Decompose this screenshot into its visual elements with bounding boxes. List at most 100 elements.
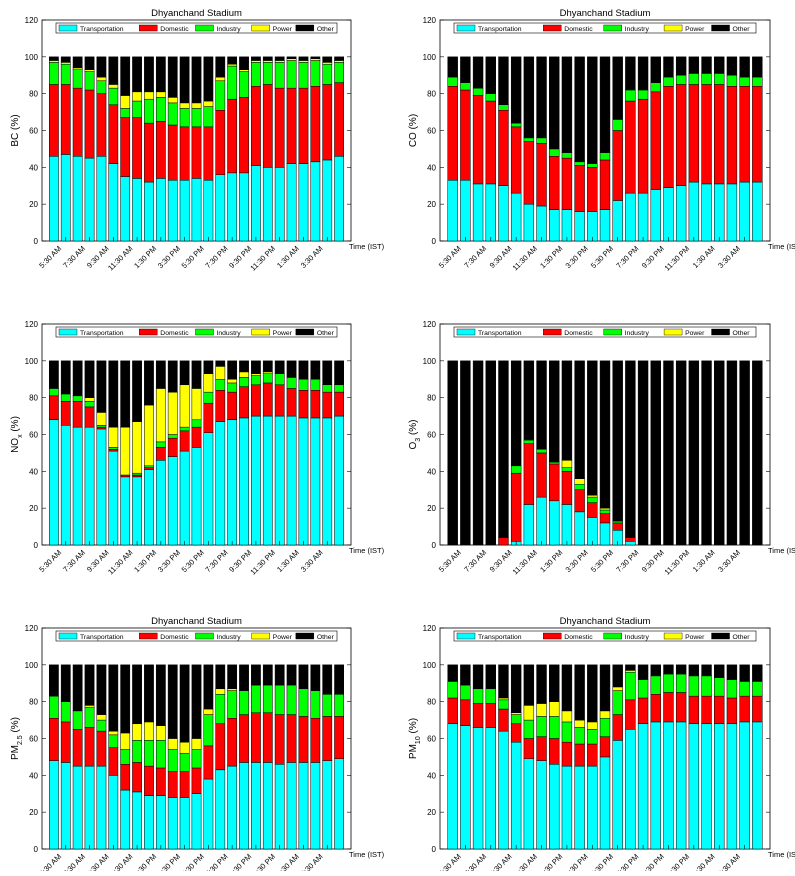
bar-segment-industry xyxy=(203,391,214,404)
y-tick-label: 60 xyxy=(29,431,38,440)
bar-segment-power xyxy=(227,379,238,384)
bar-segment-other xyxy=(498,664,509,699)
bar-segment-industry xyxy=(274,684,285,715)
x-axis-label: Time (IST) xyxy=(349,546,385,555)
bar-segment-other xyxy=(447,664,458,682)
bar-segment-transportation xyxy=(726,183,738,242)
bar-segment-domestic xyxy=(510,723,522,743)
bar-segment-other xyxy=(155,664,166,726)
bar-segment-power xyxy=(625,670,636,673)
bar-segment-industry xyxy=(650,675,661,695)
bar-segment-industry xyxy=(460,684,471,701)
bar-segment-industry xyxy=(239,690,249,715)
x-tick-label: 7:30 AM xyxy=(61,852,87,871)
bar-segment-transportation xyxy=(447,179,458,242)
bar-segment-industry xyxy=(286,377,297,389)
y-tick-label: 20 xyxy=(29,808,38,817)
legend-label: Transportation xyxy=(80,330,124,337)
bar-segment-domestic xyxy=(485,703,496,728)
bar-segment-power xyxy=(561,460,573,468)
x-tick-label: 9:30 PM xyxy=(640,852,666,871)
bar-segment-power xyxy=(167,738,178,750)
bar-segment-power xyxy=(132,421,142,474)
x-tick-label: 11:30 AM xyxy=(106,244,134,272)
bar-segment-industry xyxy=(239,377,249,387)
legend-label: Domestic xyxy=(160,634,189,641)
bar-segment-transportation xyxy=(251,165,261,242)
bar-segment-domestic xyxy=(587,167,598,212)
bar-segment-domestic xyxy=(251,384,261,417)
bar-segment-other xyxy=(132,56,142,93)
bar-segment-other xyxy=(239,56,249,70)
bar-segment-domestic xyxy=(132,762,142,793)
bar-segment-transportation xyxy=(587,765,598,850)
y-tick-label: 0 xyxy=(432,541,437,550)
bar-segment-domestic xyxy=(701,695,712,725)
bar-segment-transportation xyxy=(637,192,649,242)
bar-segment-transportation xyxy=(72,156,83,242)
legend-swatch-transportation xyxy=(58,24,78,32)
bar-segment-industry xyxy=(549,461,560,465)
bar-segment-other xyxy=(310,664,321,691)
bar-segment-power xyxy=(227,688,238,691)
bar-segment-other xyxy=(523,360,535,441)
bar-segment-transportation xyxy=(549,209,560,242)
legend-label: Power xyxy=(685,330,705,337)
bar-segment-other xyxy=(574,664,585,721)
bar-segment-domestic xyxy=(447,86,458,181)
bar-segment-power xyxy=(536,703,547,717)
bar-segment-transportation xyxy=(108,775,119,850)
x-tick-label: 1:30 AM xyxy=(691,548,717,574)
x-tick-label: 11:30 PM xyxy=(248,548,277,577)
bar-segment-domestic xyxy=(625,537,636,542)
bar-segment-industry xyxy=(262,62,273,85)
x-tick-label: 11:30 PM xyxy=(248,244,277,273)
x-tick-label: 11:30 AM xyxy=(511,852,539,871)
bar-segment-power xyxy=(144,404,154,467)
bar-segment-domestic xyxy=(262,382,273,417)
bar-segment-other xyxy=(251,360,261,374)
bar-segment-other xyxy=(239,360,249,373)
bar-segment-domestic xyxy=(485,100,496,185)
bar-segment-industry xyxy=(215,379,226,391)
bar-segment-domestic xyxy=(298,390,309,419)
bar-segment-other xyxy=(536,360,547,450)
bar-segment-transportation xyxy=(447,723,458,850)
bar-segment-other xyxy=(155,56,166,93)
bar-segment-other xyxy=(561,360,573,461)
bar-segment-transportation xyxy=(120,476,131,546)
bar-segment-industry xyxy=(203,106,214,128)
bar-segment-transportation xyxy=(523,504,535,546)
bar-segment-other xyxy=(84,360,95,398)
bar-segment-domestic xyxy=(334,391,345,417)
bar-segment-domestic xyxy=(310,717,321,763)
bar-segment-transportation xyxy=(155,795,166,850)
bar-segment-domestic xyxy=(274,384,285,417)
bar-segment-other xyxy=(650,360,661,546)
bar-segment-industry xyxy=(179,752,190,772)
bar-segment-industry xyxy=(536,137,547,144)
bar-segment-other xyxy=(49,56,59,61)
bar-segment-other xyxy=(191,664,202,739)
bar-segment-domestic xyxy=(132,117,142,179)
bar-segment-industry xyxy=(663,76,674,87)
bar-segment-industry xyxy=(587,496,598,503)
bar-segment-power xyxy=(334,60,345,63)
bar-segment-industry xyxy=(625,89,636,102)
bar-segment-industry xyxy=(675,75,687,85)
bar-segment-other xyxy=(599,360,611,509)
bar-segment-other xyxy=(701,56,712,74)
bar-segment-domestic xyxy=(322,391,333,419)
bar-segment-other xyxy=(191,360,202,389)
legend-swatch-transportation xyxy=(456,328,476,336)
bar-segment-domestic xyxy=(84,727,95,767)
bar-segment-industry xyxy=(650,82,661,93)
bar-segment-transportation xyxy=(132,178,142,242)
bar-segment-other xyxy=(650,664,661,677)
bar-segment-transportation xyxy=(650,189,661,242)
bar-segment-industry xyxy=(510,122,522,128)
chart-title: Dhyanchand Stadium xyxy=(560,8,651,19)
bars xyxy=(447,664,763,850)
legend-swatch-industry xyxy=(603,24,622,32)
legend-swatch-other xyxy=(295,24,315,32)
